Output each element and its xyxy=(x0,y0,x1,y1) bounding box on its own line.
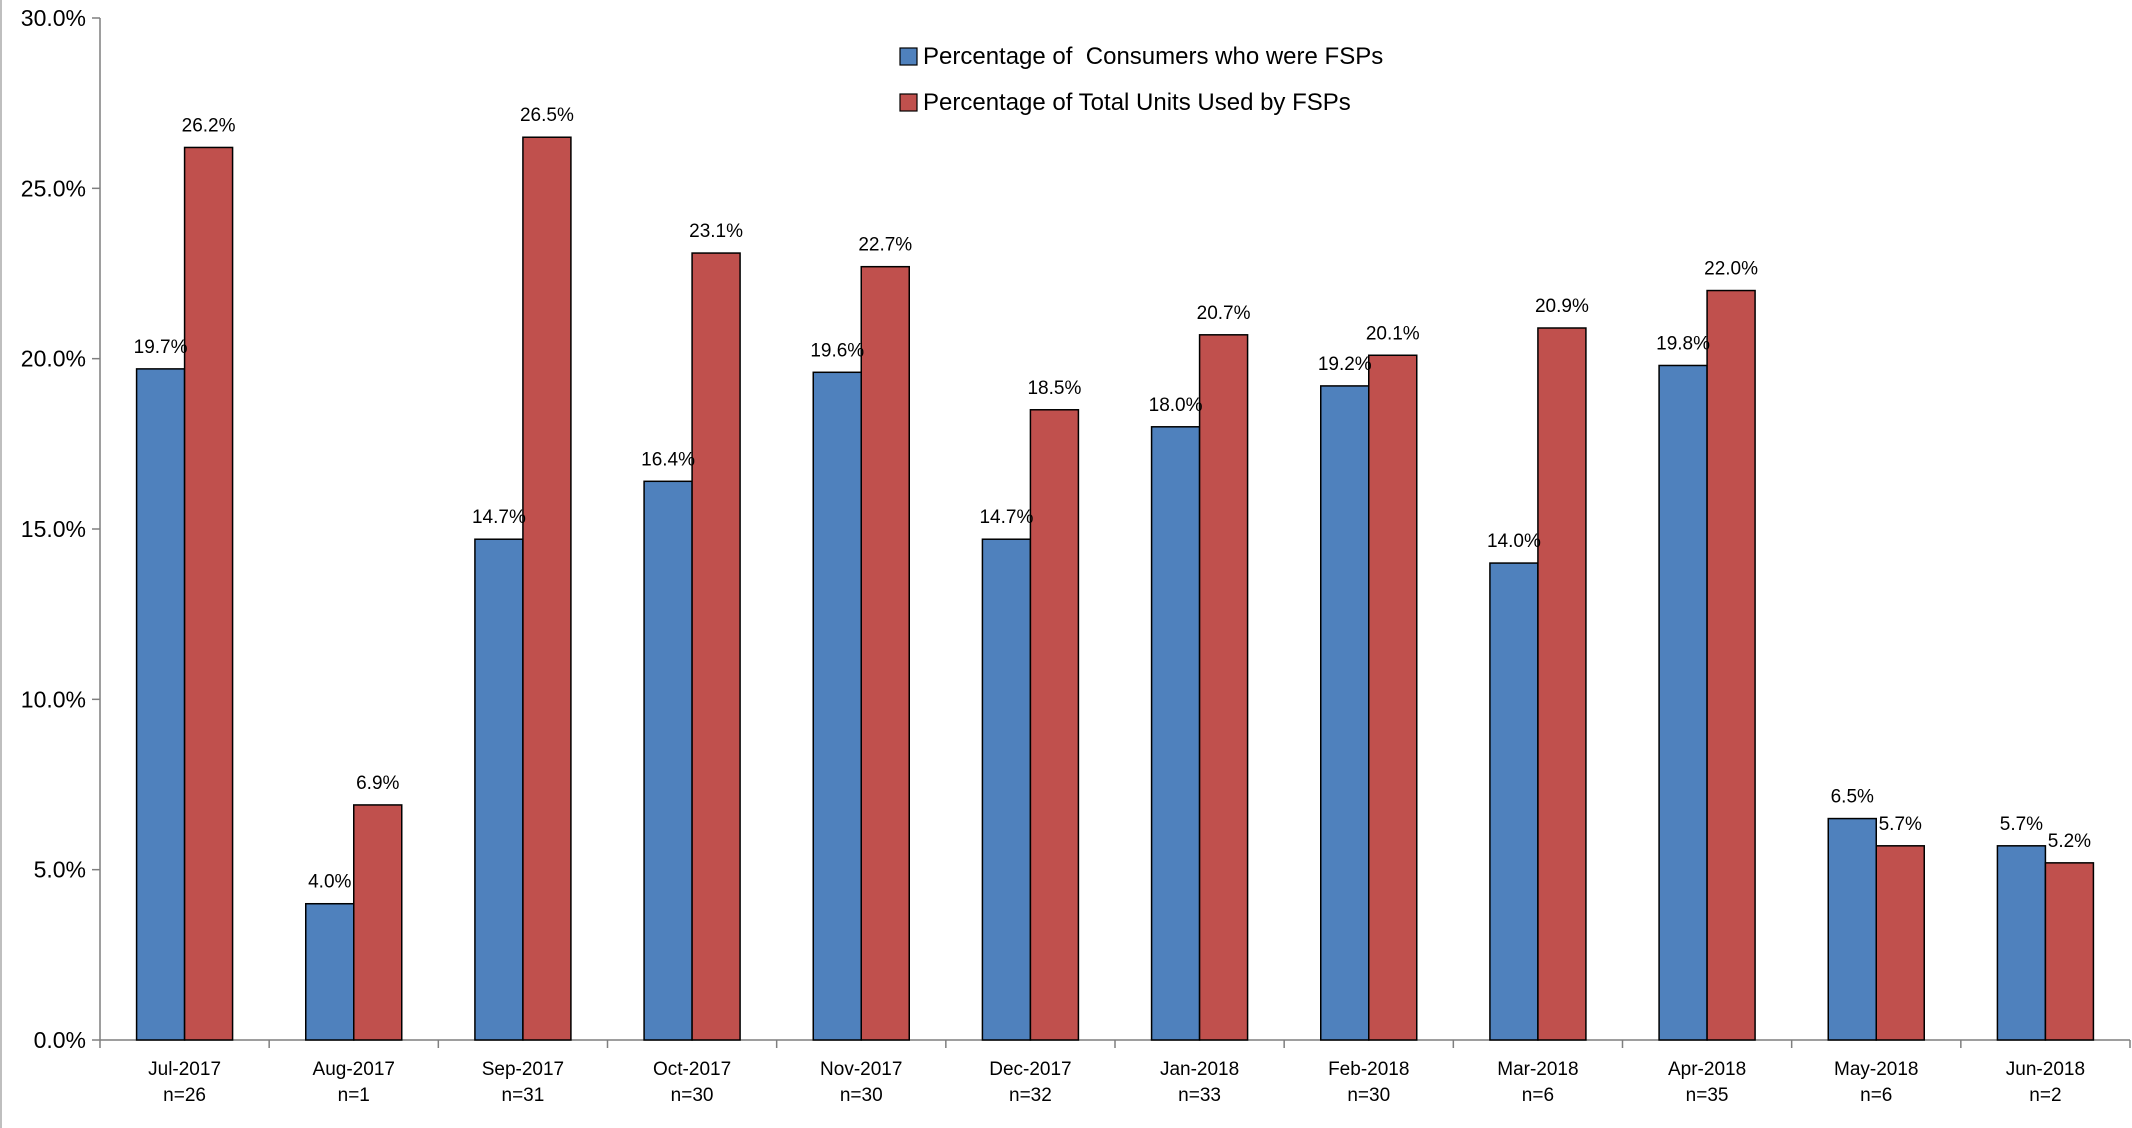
bar-series-2 xyxy=(522,136,572,1041)
data-label: 18.5% xyxy=(1027,378,1081,399)
data-label: 19.6% xyxy=(810,340,864,361)
data-label: 19.2% xyxy=(1318,354,1372,375)
bar-series-1 xyxy=(1320,385,1370,1041)
x-category-sublabel: n=30 xyxy=(1347,1085,1390,1106)
data-label: 14.7% xyxy=(472,507,526,528)
data-label: 20.9% xyxy=(1535,296,1589,317)
y-tick-label: 30.0% xyxy=(21,5,86,31)
bar-series-2 xyxy=(183,146,234,1041)
bar-series-2 xyxy=(860,265,910,1041)
data-label: 20.1% xyxy=(1366,323,1420,344)
legend-swatch-1 xyxy=(899,47,918,66)
bar-series-2 xyxy=(691,252,741,1041)
x-axis: Jul-2017 n=26 Aug-2017 n=1 Sep-2017 n=31 Oct-2… xyxy=(99,1039,2131,1106)
data-label: 26.2% xyxy=(182,115,236,136)
data-label: 5.2% xyxy=(2048,831,2091,852)
data-label: 18.0% xyxy=(1149,395,1203,416)
data-label: 4.0% xyxy=(308,872,351,893)
legend-label-2: Percentage of Total Units Used by FSPs xyxy=(923,89,1351,116)
x-category-label: Sep-2017 xyxy=(482,1059,564,1080)
x-category-sublabel: n=2 xyxy=(2029,1085,2061,1106)
bar-series-1 xyxy=(135,368,186,1041)
bar-series-1 xyxy=(1827,817,1877,1041)
x-category-sublabel: n=1 xyxy=(338,1085,370,1106)
x-category-sublabel: n=26 xyxy=(163,1085,206,1106)
x-category-sublabel: n=6 xyxy=(1860,1085,1892,1106)
x-category-label: Nov-2017 xyxy=(820,1059,902,1080)
data-label: 14.0% xyxy=(1487,531,1541,552)
bar-series-2 xyxy=(353,804,403,1041)
y-axis: 0.0% 5.0% 10.0% 15.0% 20.0% 25.0% 30.0% xyxy=(21,5,101,1053)
x-category-label: Feb-2018 xyxy=(1328,1059,1409,1080)
data-label: 19.8% xyxy=(1656,333,1710,354)
bar-series-2 xyxy=(1198,334,1249,1041)
bar-series-1 xyxy=(1658,364,1708,1041)
x-category-sublabel: n=35 xyxy=(1686,1085,1729,1106)
bar-series-1 xyxy=(1996,845,2047,1041)
legend: Percentage of Consumers who were FSPs Per… xyxy=(899,43,1383,116)
x-category-sublabel: n=31 xyxy=(502,1085,545,1106)
bar-series-2 xyxy=(1537,327,1587,1041)
bar-series-1 xyxy=(474,538,524,1041)
x-category-sublabel: n=6 xyxy=(1522,1085,1554,1106)
data-label: 20.7% xyxy=(1197,303,1251,324)
x-category-label: Apr-2018 xyxy=(1668,1059,1746,1080)
data-label: 22.7% xyxy=(858,235,912,256)
data-labels-group: 19.7% 26.2% 4.0% 6.9% 14.7% 26.5% 16.4% 23.1% 19… xyxy=(134,105,2092,893)
bar-series-2 xyxy=(1029,409,1080,1041)
y-tick-label: 0.0% xyxy=(34,1027,86,1053)
y-tick-label: 5.0% xyxy=(34,857,86,883)
x-category-sublabel: n=32 xyxy=(1009,1085,1052,1106)
bar-series-1 xyxy=(1150,426,1201,1041)
bar-series-2 xyxy=(2044,862,2095,1041)
data-label: 5.7% xyxy=(2000,814,2043,835)
y-tick-label: 15.0% xyxy=(21,516,86,542)
bar-series-1 xyxy=(812,371,862,1041)
data-label: 26.5% xyxy=(520,105,574,126)
bar-series-1 xyxy=(305,902,355,1041)
data-label: 19.7% xyxy=(134,337,188,358)
x-category-label: Mar-2018 xyxy=(1497,1059,1578,1080)
x-category-label: May-2018 xyxy=(1834,1059,1919,1080)
x-category-sublabel: n=33 xyxy=(1178,1085,1221,1106)
data-label: 6.5% xyxy=(1831,787,1874,808)
data-label: 14.7% xyxy=(979,507,1033,528)
x-category-label: Jun-2018 xyxy=(2006,1059,2085,1080)
bar-series-2 xyxy=(1875,845,1925,1041)
bar-series-2 xyxy=(1368,354,1418,1041)
y-tick-label: 25.0% xyxy=(21,175,86,201)
y-tick-label: 10.0% xyxy=(21,686,86,712)
bar-series-1 xyxy=(981,538,1032,1041)
x-category-label: Oct-2017 xyxy=(653,1059,731,1080)
x-category-label: Jul-2017 xyxy=(148,1059,221,1080)
x-category-sublabel: n=30 xyxy=(671,1085,714,1106)
data-label: 16.4% xyxy=(641,449,695,470)
data-label: 6.9% xyxy=(356,773,399,794)
bar-series-1 xyxy=(1489,562,1539,1041)
legend-label-1: Percentage of Consumers who were FSPs xyxy=(923,43,1383,70)
data-label: 23.1% xyxy=(689,221,743,242)
bar-series-1 xyxy=(643,480,693,1041)
x-category-label: Aug-2017 xyxy=(313,1059,395,1080)
data-label: 5.7% xyxy=(1879,814,1922,835)
y-tick-label: 20.0% xyxy=(21,346,86,372)
x-category-sublabel: n=30 xyxy=(840,1085,883,1106)
bars-group xyxy=(135,136,2095,1041)
data-label: 22.0% xyxy=(1704,259,1758,280)
x-category-label: Dec-2017 xyxy=(989,1059,1071,1080)
legend-swatch-2 xyxy=(899,93,918,112)
x-category-label: Jan-2018 xyxy=(1160,1059,1239,1080)
bar-series-2 xyxy=(1706,289,1756,1041)
